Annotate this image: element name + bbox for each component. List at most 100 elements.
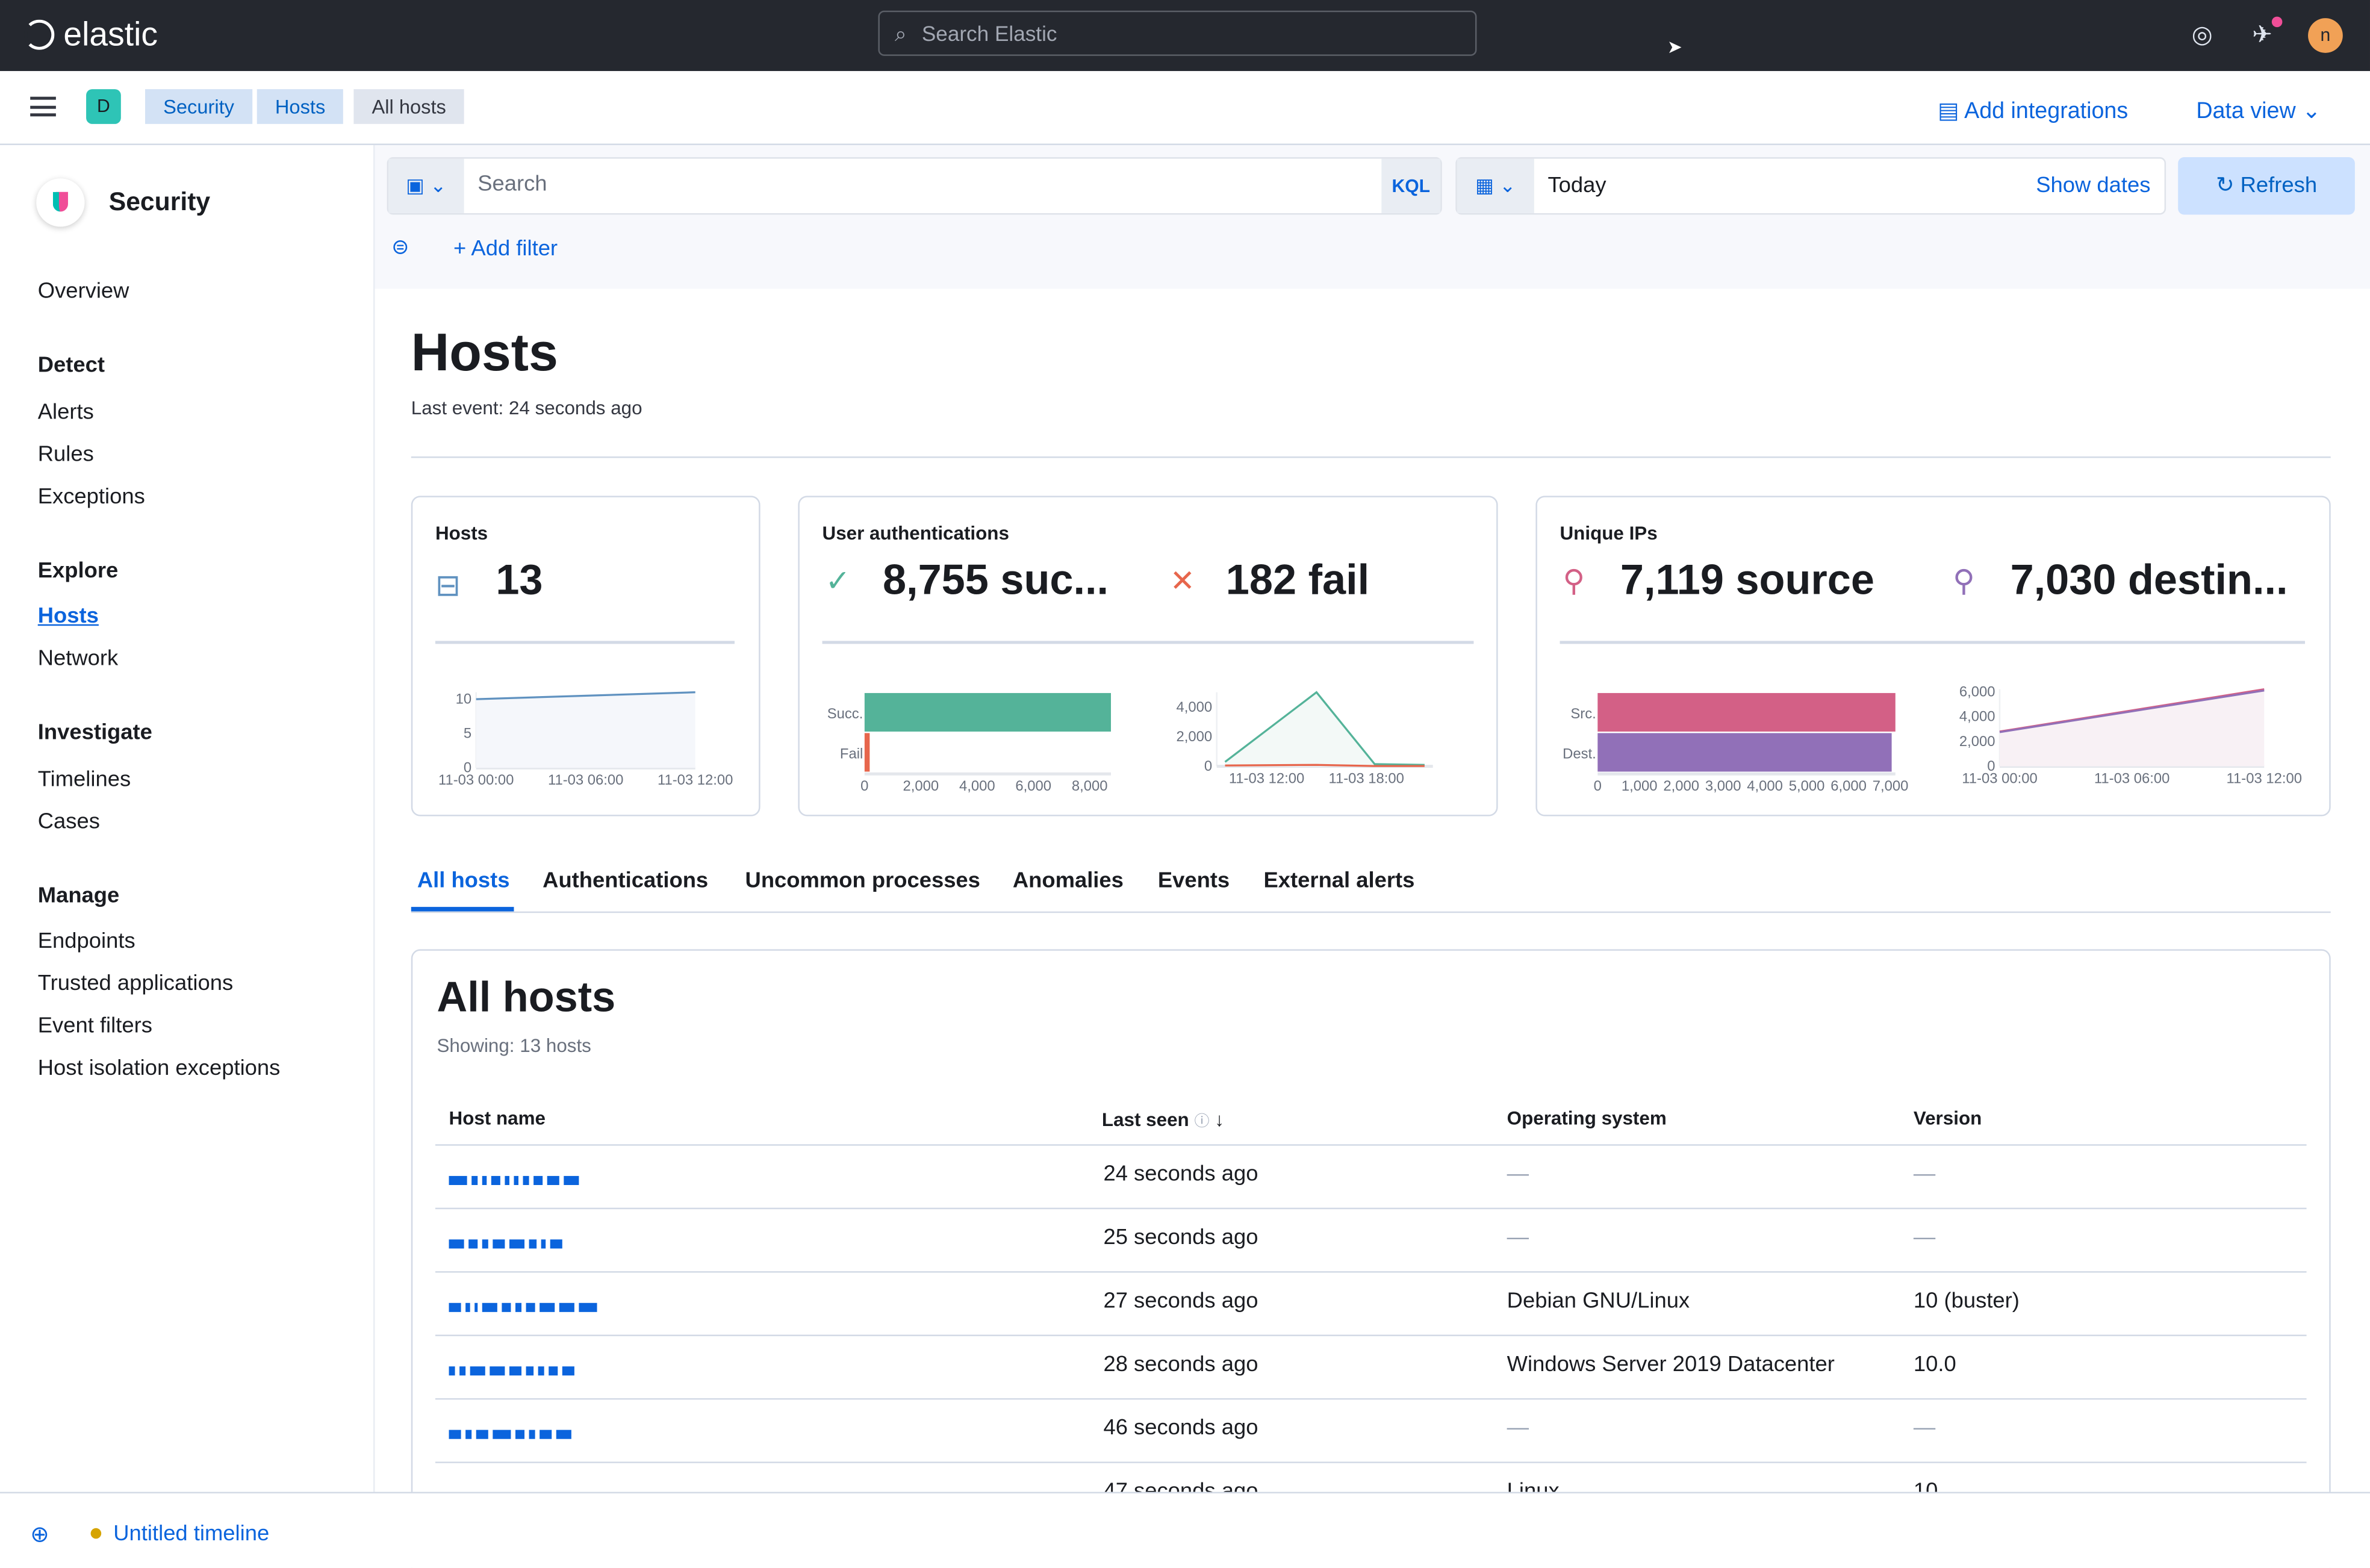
integrations-icon: ▤ bbox=[1938, 98, 1959, 124]
series-area bbox=[1225, 692, 1425, 767]
sidebar-item-host-isolation-exceptions[interactable]: Host isolation exceptions bbox=[37, 1056, 281, 1081]
sidebar-item-rules[interactable]: Rules bbox=[37, 443, 94, 467]
x-tick-label: 11-03 06:00 bbox=[548, 772, 623, 788]
info-icon: ⓘ bbox=[1194, 1114, 1210, 1131]
series-line bbox=[1225, 764, 1425, 767]
version-cell: — bbox=[1913, 1416, 1936, 1441]
ips-area-chart: 0 2,000 4,000 6,000 11-03 00:00 11-03 06:00 11… bbox=[1959, 683, 2302, 786]
sidebar-item-overview[interactable]: Overview bbox=[37, 279, 129, 304]
elastic-logo[interactable]: elastic bbox=[24, 15, 158, 54]
bar bbox=[1597, 692, 1896, 732]
search-placeholder: Search Elastic bbox=[921, 21, 1057, 46]
help-icon[interactable]: ◎ bbox=[2191, 22, 2213, 49]
host-name-link[interactable] bbox=[449, 1167, 583, 1185]
y-tick-label: 0 bbox=[1204, 758, 1212, 774]
series-area bbox=[476, 692, 695, 768]
user-authentications-title: User authentications bbox=[822, 523, 1009, 544]
x-tick-label: 11-03 00:00 bbox=[1962, 770, 2037, 786]
map-marker-icon: ⚲ bbox=[1953, 565, 1975, 599]
sidebar-item-event-filters[interactable]: Event filters bbox=[37, 1014, 152, 1039]
date-range[interactable]: Today bbox=[1547, 173, 1606, 198]
saved-query-button[interactable]: ▣ ⌄ bbox=[388, 158, 464, 213]
row-divider bbox=[435, 1398, 2307, 1400]
query-search-input[interactable]: Search bbox=[477, 172, 547, 197]
auth-success-value: 8,755 suc... bbox=[882, 556, 1109, 603]
y-tick-label: 4,000 bbox=[1959, 709, 1995, 725]
category-label: Dest. bbox=[1563, 745, 1596, 762]
sidebar-item-network[interactable]: Network bbox=[37, 647, 119, 671]
x-tick-label: 11-03 18:00 bbox=[1329, 770, 1404, 786]
tab-uncommon-processes[interactable]: Uncommon processes bbox=[745, 869, 980, 894]
date-quick-select[interactable]: ▦ ⌄ bbox=[1457, 158, 1534, 213]
category-label: Fail bbox=[840, 745, 863, 762]
bar bbox=[1597, 733, 1892, 772]
sort-descending-icon: ↓ bbox=[1215, 1109, 1224, 1131]
destination-ips-value: 7,030 destin... bbox=[2010, 556, 2288, 603]
column-operating-system[interactable]: Operating system bbox=[1507, 1107, 1667, 1130]
news-feed-icon[interactable]: ✈ bbox=[2252, 22, 2272, 49]
sidebar-heading-detect: Detect bbox=[37, 353, 105, 378]
add-timeline-icon[interactable]: ⊕ bbox=[30, 1522, 49, 1548]
host-name-link[interactable] bbox=[449, 1294, 602, 1312]
os-cell: Debian GNU/Linux bbox=[1507, 1289, 1690, 1314]
elastic-logo-icon bbox=[24, 19, 55, 50]
sidebar-item-timelines[interactable]: Timelines bbox=[37, 768, 131, 792]
refresh-button[interactable]: ↻ Refresh bbox=[2178, 157, 2355, 215]
series-line bbox=[1224, 691, 1425, 766]
last-seen-cell: 27 seconds ago bbox=[1103, 1289, 1258, 1314]
filter-options-icon[interactable]: ⊜ bbox=[391, 234, 409, 259]
tab-authentications[interactable]: Authentications bbox=[543, 869, 709, 894]
x-tick-label: 8,000 bbox=[1072, 778, 1108, 794]
hosts-area-chart: 0 5 10 11-03 00:00 11-03 06:00 11-03 12:00 bbox=[438, 691, 733, 788]
sidebar-item-endpoints[interactable]: Endpoints bbox=[37, 929, 135, 954]
row-divider bbox=[435, 1207, 2307, 1210]
sidebar-item-alerts[interactable]: Alerts bbox=[37, 400, 94, 425]
add-integrations-button[interactable]: ▤ Add integrations bbox=[1938, 97, 2128, 124]
column-last-seen[interactable]: Last seen ⓘ ↓ bbox=[1102, 1108, 1224, 1131]
global-search-input[interactable]: ⌕ Search Elastic bbox=[878, 10, 1477, 56]
sidebar-item-trusted-applications[interactable]: Trusted applications bbox=[37, 972, 234, 997]
tab-events[interactable]: Events bbox=[1157, 869, 1230, 894]
auth-bar-chart: Succ. Fail 0 2,000 4,000 6,000 8,000 bbox=[827, 692, 1111, 794]
untitled-timeline-button[interactable]: Untitled timeline bbox=[113, 1522, 270, 1546]
refresh-icon: ↻ bbox=[2215, 173, 2235, 198]
sidebar-item-cases[interactable]: Cases bbox=[37, 810, 100, 835]
bar bbox=[864, 733, 870, 772]
show-dates-button[interactable]: Show dates bbox=[2036, 173, 2151, 198]
last-seen-cell: 46 seconds ago bbox=[1103, 1416, 1258, 1441]
x-tick-label: 2,000 bbox=[1663, 778, 1699, 794]
sidebar-heading-explore: Explore bbox=[37, 559, 119, 583]
tab-all-hosts[interactable]: All hosts bbox=[417, 869, 510, 894]
x-tick-label: 5,000 bbox=[1789, 778, 1825, 794]
kql-button[interactable]: KQL bbox=[1381, 158, 1441, 213]
save-icon: ▣ bbox=[406, 173, 425, 197]
breadcrumb-hosts[interactable]: Hosts bbox=[257, 89, 344, 124]
data-view-button[interactable]: Data view ⌄ bbox=[2196, 97, 2321, 124]
host-name-link[interactable] bbox=[449, 1230, 567, 1248]
tab-anomalies[interactable]: Anomalies bbox=[1012, 869, 1124, 894]
column-host-name[interactable]: Host name bbox=[449, 1107, 546, 1130]
x-tick-label: 4,000 bbox=[1747, 778, 1783, 794]
space-avatar[interactable]: D bbox=[86, 89, 121, 124]
sidebar-title: Security bbox=[108, 187, 211, 216]
menu-icon[interactable] bbox=[30, 96, 56, 117]
add-integrations-label: Add integrations bbox=[1964, 98, 2129, 124]
host-name-link[interactable] bbox=[449, 1421, 576, 1439]
auth-fail-value: 182 fail bbox=[1225, 556, 1370, 603]
add-filter-button[interactable]: + Add filter bbox=[453, 237, 558, 262]
last-seen-cell: 24 seconds ago bbox=[1103, 1162, 1258, 1187]
sidebar-item-exceptions[interactable]: Exceptions bbox=[37, 485, 145, 509]
server-icon: ⊟ bbox=[435, 570, 461, 603]
unique-ips-title: Unique IPs bbox=[1560, 523, 1658, 544]
tab-external-alerts[interactable]: External alerts bbox=[1263, 869, 1415, 894]
mouse-cursor-icon: ➤ bbox=[1667, 36, 1683, 58]
user-avatar[interactable]: n bbox=[2308, 18, 2343, 53]
date-picker bbox=[1455, 157, 2166, 215]
sidebar-item-hosts[interactable]: Hosts bbox=[37, 605, 99, 629]
y-tick-label: 10 bbox=[456, 691, 472, 708]
breadcrumb-security[interactable]: Security bbox=[145, 89, 253, 124]
host-name-link[interactable] bbox=[449, 1357, 579, 1375]
column-version[interactable]: Version bbox=[1913, 1107, 1982, 1130]
last-seen-cell: 28 seconds ago bbox=[1103, 1352, 1258, 1377]
page-title: Hosts bbox=[411, 323, 558, 383]
